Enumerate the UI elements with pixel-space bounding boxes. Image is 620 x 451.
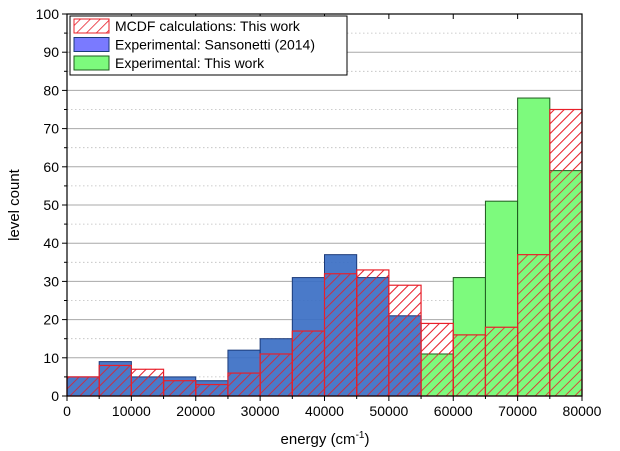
legend-label: MCDF calculations: This work xyxy=(115,18,301,34)
mcdf-bar xyxy=(356,269,390,397)
bars xyxy=(66,97,583,397)
y-tick-label: 80 xyxy=(43,82,59,98)
y-tick-label: 30 xyxy=(43,273,59,289)
mcdf-bar xyxy=(323,273,358,397)
x-tick-label: 10000 xyxy=(112,403,151,419)
legend-swatch xyxy=(73,55,110,71)
y-tick-label: 90 xyxy=(43,44,59,60)
mcdf-bar xyxy=(162,380,197,397)
y-tick-label: 10 xyxy=(43,350,59,366)
mcdf-bar xyxy=(130,368,165,397)
mcdf-bar xyxy=(420,322,454,397)
mcdf-bar xyxy=(66,376,100,397)
y-tick-label: 70 xyxy=(43,121,59,137)
x-axis-title-superscript: -1 xyxy=(356,430,365,441)
mcdf-bar xyxy=(259,353,293,397)
mcdf-bar xyxy=(291,330,326,397)
x-tick-label: 40000 xyxy=(305,403,344,419)
x-tick-label: 0 xyxy=(63,403,71,419)
mcdf-bar xyxy=(195,383,229,397)
mcdf-bar xyxy=(388,284,422,397)
y-tick-label: 0 xyxy=(51,388,59,404)
y-axis-title: level count xyxy=(6,168,23,241)
x-tick-label: 80000 xyxy=(563,403,602,419)
x-tick-label: 70000 xyxy=(498,403,537,419)
legend: MCDF calculations: This work Experimental… xyxy=(69,15,348,76)
legend-swatch xyxy=(73,18,110,34)
axes: 0 10000 20000 30000 40000 50000 60000 70000 8000… xyxy=(36,6,602,419)
x-axis-title-suffix: ) xyxy=(364,431,369,448)
x-tick-label: 60000 xyxy=(434,403,473,419)
mcdf-bar xyxy=(227,372,261,397)
legend-label: Experimental: Sansonetti (2014) xyxy=(115,37,315,53)
legend-swatch xyxy=(73,37,110,52)
mcdf-bar xyxy=(98,364,132,397)
y-tick-label: 100 xyxy=(36,6,60,22)
x-tick-label: 30000 xyxy=(241,403,280,419)
mcdf-bar xyxy=(517,254,551,397)
x-axis-title: energy (cm-1) xyxy=(281,430,370,448)
y-tick-label: 20 xyxy=(43,312,59,328)
x-axis-title-main: energy (cm xyxy=(281,431,356,448)
mcdf-bar xyxy=(549,108,583,397)
mcdf-bar xyxy=(484,326,519,397)
y-tick-label: 50 xyxy=(43,197,59,213)
y-tick-label: 60 xyxy=(43,159,59,175)
legend-box xyxy=(69,15,348,76)
x-tick-label: 50000 xyxy=(369,403,408,419)
y-tick-label: 40 xyxy=(43,235,59,251)
x-tick-label: 20000 xyxy=(176,403,215,419)
mcdf-bar xyxy=(452,334,487,397)
legend-label: Experimental: This work xyxy=(115,55,265,71)
